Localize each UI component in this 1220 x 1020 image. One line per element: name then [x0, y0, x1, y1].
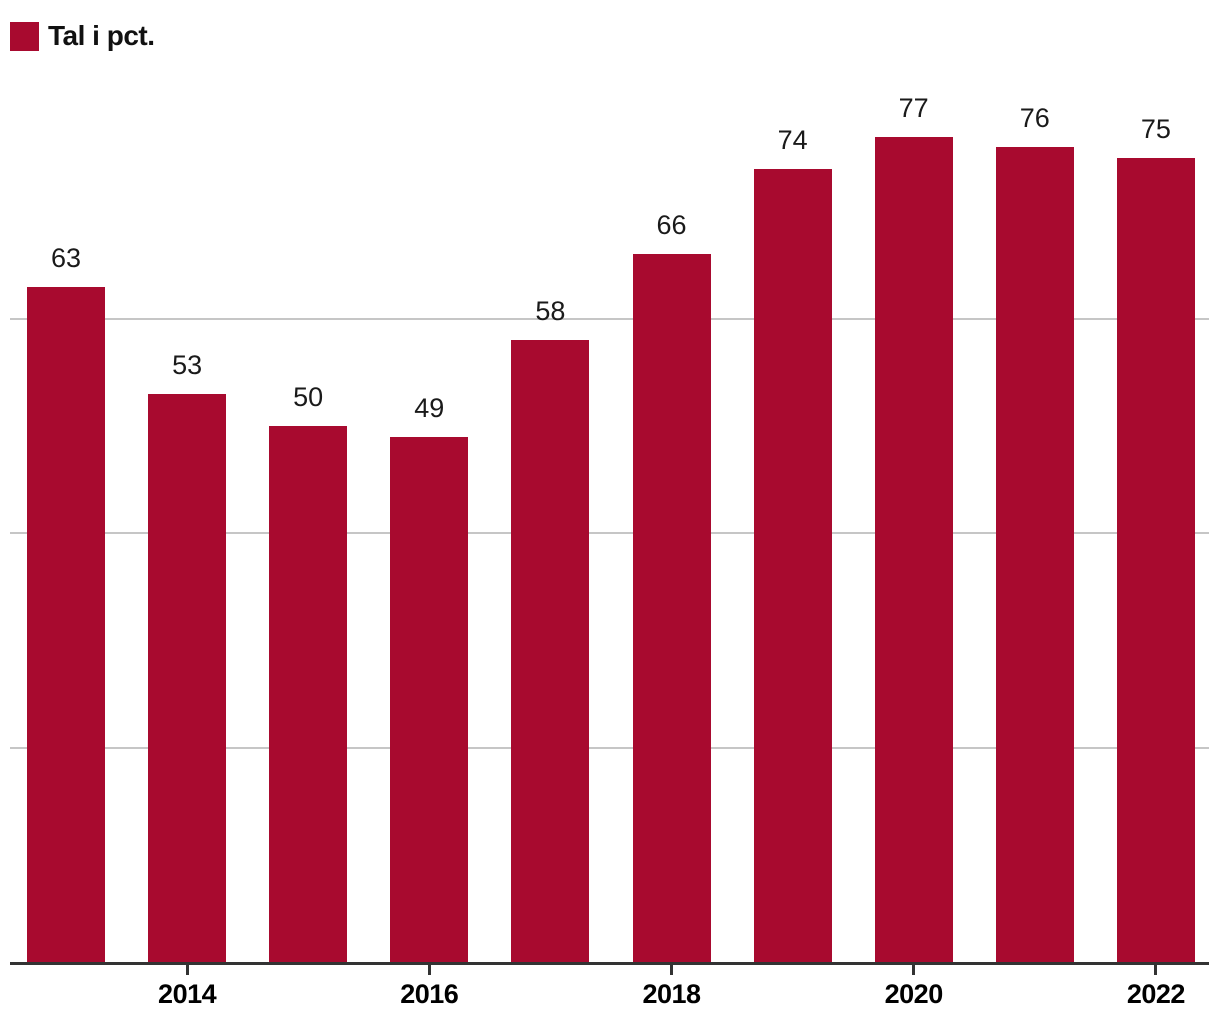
bar-value-label-2022: 75: [1140, 114, 1171, 144]
bar-value-label-2015: 50: [293, 382, 324, 412]
x-axis-tick-2020: [912, 965, 916, 975]
bar-value-label-2016: 49: [414, 392, 445, 423]
bar-2017: [511, 340, 590, 962]
bar-value-label-2017: 58: [535, 296, 566, 327]
gridline-y20: [10, 746, 1209, 749]
x-axis-line: [10, 962, 1209, 965]
legend-label: Tal i pct.: [48, 20, 155, 51]
bar-2013: [27, 286, 105, 962]
x-axis-tick-2016: [427, 965, 431, 975]
bar-value-label-2019: 74: [777, 124, 808, 155]
bar-value-label-2021: 76: [1019, 103, 1050, 134]
bar-value-label-2013: 63: [50, 242, 82, 273]
x-axis-tick-2022: [1154, 965, 1158, 975]
bar-2014: [148, 393, 227, 962]
legend-swatch: [10, 21, 39, 51]
x-axis-tick-label-2014: 2014: [158, 979, 217, 1009]
legend: Tal i pct.: [10, 20, 155, 52]
x-axis-tick-label-2018: 2018: [642, 979, 701, 1009]
bar-value-label-2020: 77: [898, 92, 929, 123]
bar-2019: [753, 168, 832, 962]
x-axis-tick-2014: [185, 965, 189, 975]
bar-2022: [1116, 158, 1195, 962]
x-axis-tick-label-2020: 2020: [884, 979, 944, 1009]
bar-value-label-2014: 53: [172, 349, 203, 380]
bar-2016: [390, 436, 469, 962]
bar-2015: [269, 426, 348, 962]
bar-2018: [632, 254, 711, 962]
x-axis-tick-label-2016: 2016: [400, 979, 459, 1009]
gridline-y60: [10, 317, 1209, 320]
gridline-y40: [10, 532, 1209, 535]
x-axis-tick-label-2022: 2022: [1126, 979, 1186, 1009]
bar-2021: [995, 147, 1074, 962]
bar-2020: [874, 136, 953, 962]
x-axis-tick-2018: [670, 965, 673, 975]
bar-value-label-2018: 66: [656, 210, 687, 241]
